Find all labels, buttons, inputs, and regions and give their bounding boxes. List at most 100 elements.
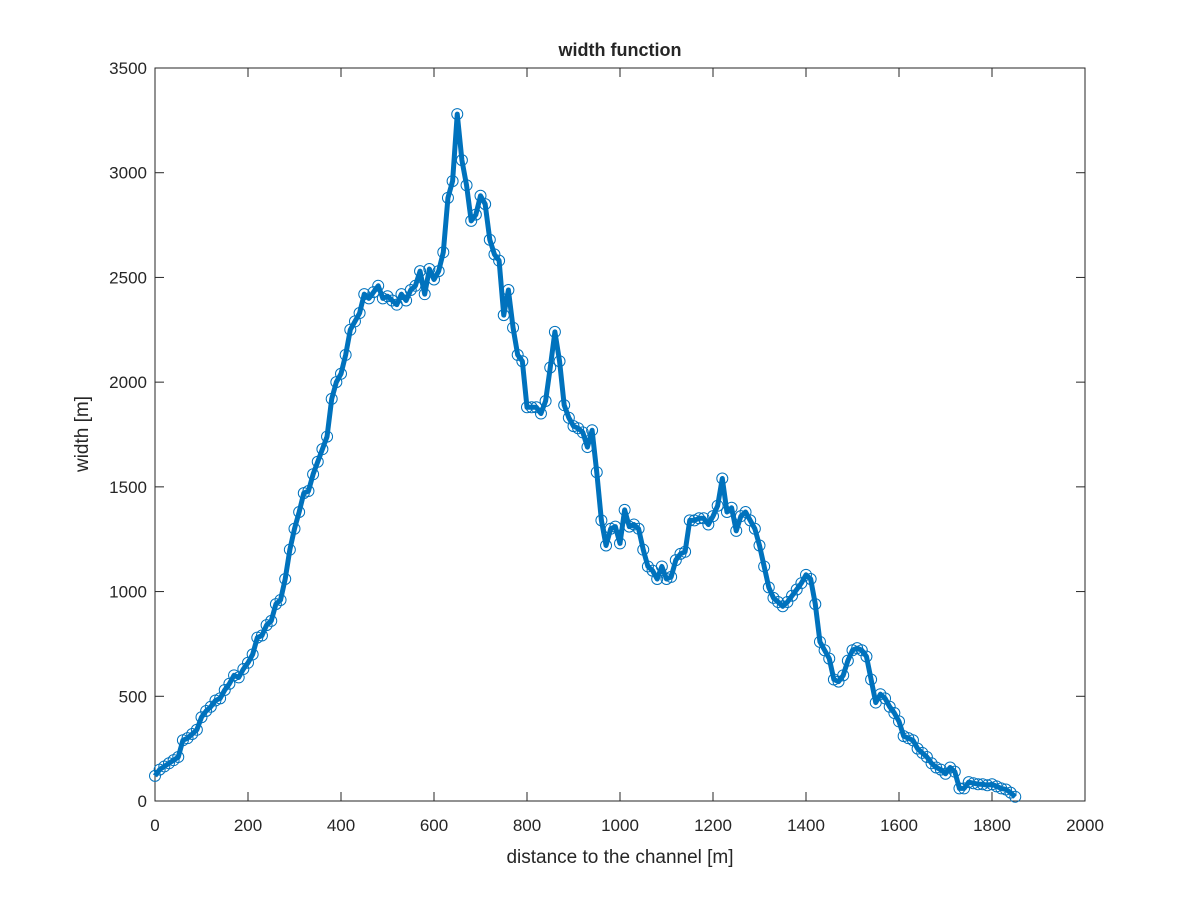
data-point [321,430,334,443]
data-point [274,593,287,606]
x-tick-label: 200 [234,816,262,835]
data-point [679,545,692,558]
data-point [409,279,422,292]
y-axis-label: width [m] [72,396,93,473]
x-tick-label: 800 [513,816,541,835]
data-point [544,361,557,374]
y-tick-label: 3500 [109,59,147,78]
data-point [255,629,268,642]
data-point [516,355,529,368]
data-point [530,401,543,414]
data-point [553,355,566,368]
data-point [190,723,203,736]
data-point [404,283,417,296]
data-point [804,573,817,586]
data-point [920,751,933,764]
data-point [311,455,324,468]
axes-box [154,67,1086,802]
data-point [279,573,292,586]
data-point [600,539,613,552]
data-point [358,288,371,301]
data-point [218,684,231,697]
data-point [283,543,296,556]
data-point [172,751,185,764]
data-point [976,778,989,791]
data-point [260,619,273,632]
data-point [981,779,994,792]
y-tick-label: 2000 [109,373,147,392]
data-point [539,394,552,407]
data-point [269,598,282,611]
y-tick-label: 0 [138,792,147,811]
data-point [911,742,924,755]
data-point [246,648,259,661]
data-point [367,286,380,299]
data-point [511,348,524,361]
data-point [195,711,208,724]
data-point [400,294,413,307]
data-point [465,214,478,227]
data-point [627,518,640,531]
data-point [948,765,961,778]
data-point [204,700,217,713]
data-point [944,761,957,774]
data-point [455,154,468,167]
data-point [711,499,724,512]
data-point [525,401,538,414]
y-tick-label: 1000 [109,583,147,602]
data-point [293,505,306,518]
data-point [446,175,459,188]
data-point [720,505,733,518]
data-point [874,688,887,701]
data-point [893,715,905,728]
data-point [386,294,399,307]
data-point [437,246,450,259]
data-point [418,288,431,301]
data-point [521,401,533,414]
data-point [362,292,375,305]
data-point [372,279,385,292]
data-point [972,778,985,791]
data-point [865,673,878,686]
y-tick-label: 2500 [109,268,147,287]
data-point [595,514,608,527]
data-point [302,485,315,498]
data-point [637,543,650,556]
data-point [381,290,394,303]
data-point [497,309,510,322]
data-point [548,325,561,338]
data-point [786,589,799,602]
x-tick-label: 1800 [973,816,1011,835]
data-point [823,652,836,665]
data-point [265,614,278,627]
data-point [335,367,347,380]
data-line [152,111,1017,799]
data-point [353,307,366,320]
x-tick-label: 1000 [601,816,639,835]
x-tick-label: 0 [150,816,159,835]
data-point [483,233,496,246]
data-point [441,191,454,204]
data-point [614,537,626,550]
y-tick-label: 500 [119,687,147,706]
data-point [149,769,161,782]
data-point [586,424,599,437]
data-point [641,560,654,573]
y-tick-label: 1500 [109,478,147,497]
data-point [576,426,589,439]
data-point [186,727,199,740]
data-point [781,596,794,609]
data-point [669,554,682,567]
data-point [776,600,789,613]
data-point [967,777,980,790]
data-point [432,265,445,278]
data-point [800,568,812,581]
data-point [507,321,520,334]
data-point [479,198,492,211]
data-point [832,675,845,688]
y-tick-label: 3000 [109,164,147,183]
data-point [693,512,706,525]
x-tick-label: 1600 [880,816,918,835]
data-point [200,704,213,717]
chart-title: width function [558,40,682,60]
